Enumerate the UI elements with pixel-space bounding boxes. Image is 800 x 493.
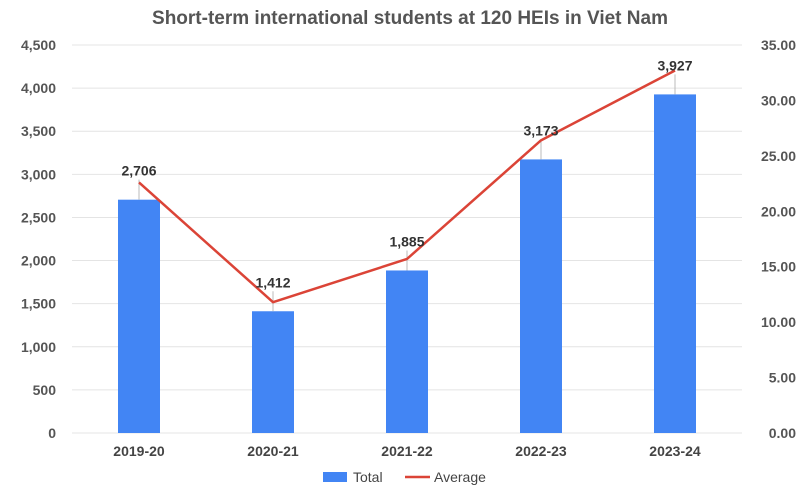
bar bbox=[520, 159, 562, 434]
left-tick-label: 4,000 bbox=[21, 80, 56, 96]
data-label: 1,412 bbox=[255, 274, 290, 290]
right-tick-label: 5.00 bbox=[769, 370, 796, 386]
right-tick-label: 0.00 bbox=[769, 425, 796, 441]
right-tick-label: 10.00 bbox=[761, 314, 796, 330]
bars bbox=[118, 94, 696, 434]
category-labels: 2019-20 2020-21 2021-22 2022-23 2023-24 bbox=[113, 443, 701, 459]
right-tick-label: 15.00 bbox=[761, 259, 796, 275]
bar bbox=[386, 270, 428, 433]
category-label: 2023-24 bbox=[649, 443, 701, 459]
data-label: 1,885 bbox=[389, 233, 424, 249]
bar bbox=[654, 94, 696, 433]
data-label: 3,927 bbox=[657, 57, 692, 73]
category-label: 2022-23 bbox=[515, 443, 567, 459]
data-label: 2,706 bbox=[121, 163, 156, 179]
average-line bbox=[138, 69, 676, 304]
left-tick-label: 2,500 bbox=[21, 209, 56, 225]
category-label: 2020-21 bbox=[247, 443, 299, 459]
legend-total-swatch bbox=[323, 472, 347, 482]
category-label: 2019-20 bbox=[113, 443, 165, 459]
legend-average-label: Average bbox=[434, 469, 486, 485]
left-tick-label: 3,500 bbox=[21, 123, 56, 139]
left-tick-label: 3,000 bbox=[21, 166, 56, 182]
left-axis-ticks: 0 500 1,000 1,500 2,000 2,500 3,000 3,500 4,000 4… bbox=[21, 37, 56, 441]
legend-total-label: Total bbox=[353, 469, 383, 485]
right-tick-label: 30.00 bbox=[761, 92, 796, 108]
right-tick-label: 25.00 bbox=[761, 148, 796, 164]
left-tick-label: 1,000 bbox=[21, 339, 56, 355]
bar bbox=[252, 311, 294, 433]
left-tick-label: 2,000 bbox=[21, 253, 56, 269]
left-tick-label: 1,500 bbox=[21, 296, 56, 312]
data-labels: 2,706 1,412 1,885 3,173 3,927 bbox=[121, 57, 692, 290]
right-tick-label: 20.00 bbox=[761, 203, 796, 219]
data-label: 3,173 bbox=[523, 122, 558, 138]
legend: Total Average bbox=[323, 469, 486, 485]
left-tick-label: 0 bbox=[48, 425, 56, 441]
category-label: 2021-22 bbox=[381, 443, 433, 459]
left-tick-label: 4,500 bbox=[21, 37, 56, 53]
right-axis-ticks: 0.00 5.00 10.00 15.00 20.00 25.00 30.00 35.00 bbox=[761, 37, 796, 441]
average-series-line bbox=[138, 69, 676, 304]
right-tick-label: 35.00 bbox=[761, 37, 796, 53]
bar bbox=[118, 199, 160, 433]
left-tick-label: 500 bbox=[33, 382, 57, 398]
chart-title: Short-term international students at 120… bbox=[152, 8, 668, 29]
